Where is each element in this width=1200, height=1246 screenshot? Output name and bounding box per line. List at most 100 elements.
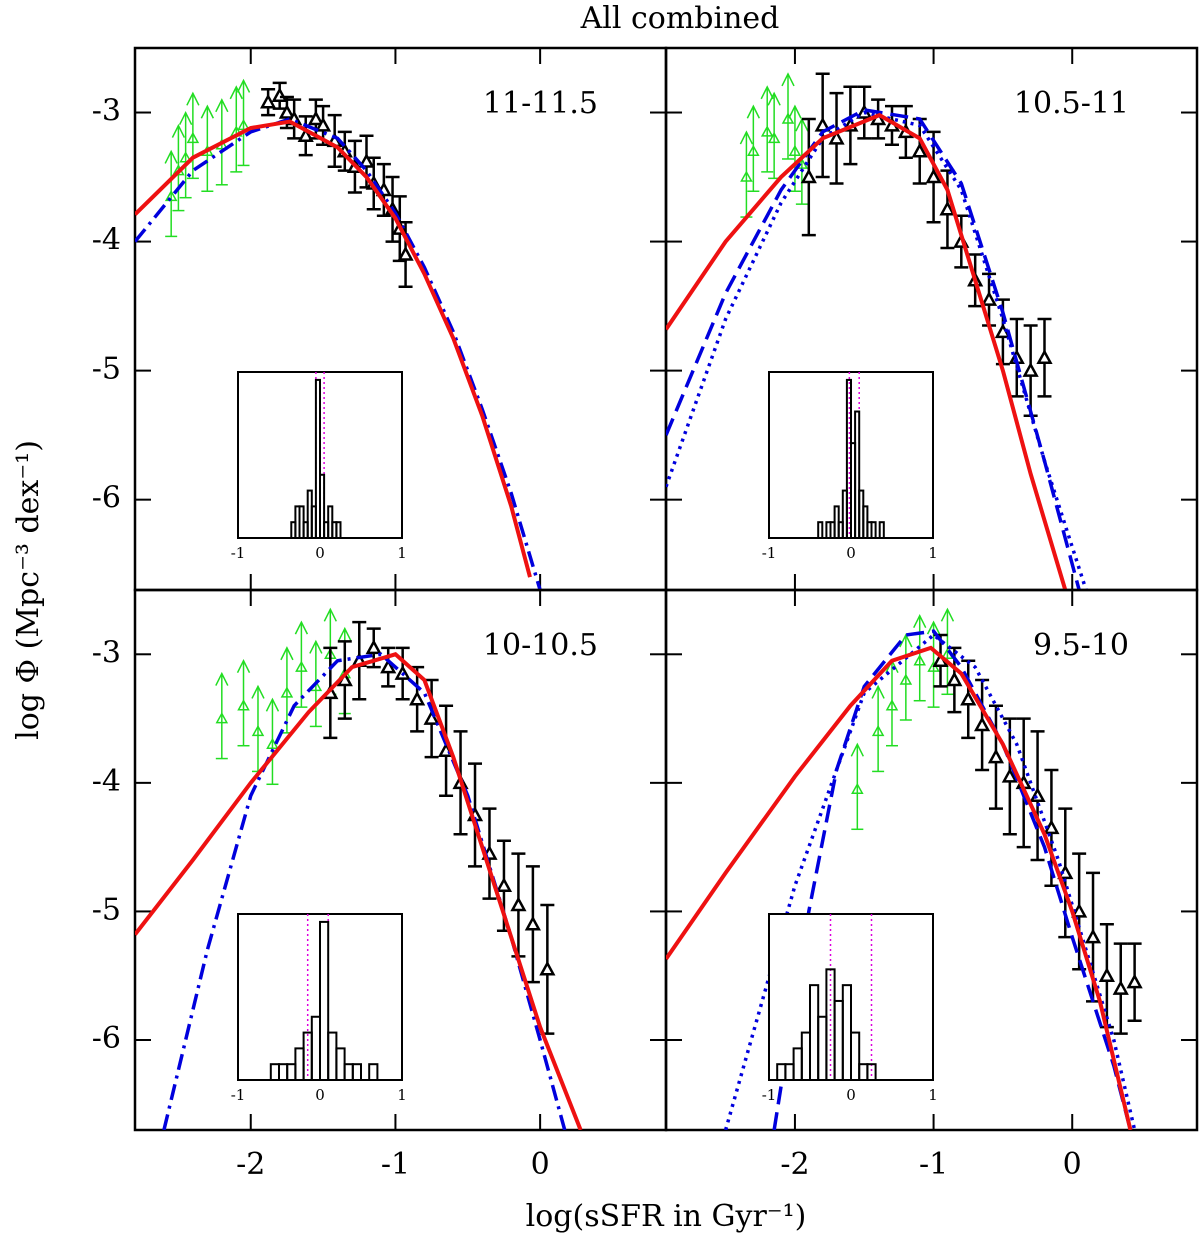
y-tick-label: -4 [92, 764, 121, 799]
data-point [1084, 928, 1102, 944]
lower-limit-head [871, 684, 885, 699]
lower-limit-head [746, 104, 761, 119]
histogram-bar [335, 521, 342, 540]
lower-limit-marker [186, 131, 200, 144]
histogram-bar [850, 1031, 861, 1081]
plot-area [135, 78, 542, 590]
lower-limit-head [926, 620, 941, 635]
y-tick-label: -5 [92, 892, 121, 927]
inset-x-tick-label: 1 [928, 544, 938, 562]
data-point [314, 116, 332, 132]
x-tick-label: -1 [919, 1147, 948, 1182]
lower-limit-head [940, 607, 955, 622]
plot-area [666, 607, 1143, 1130]
panel-label: 9.5-10 [1033, 628, 1129, 663]
histogram-bar [351, 1063, 362, 1081]
model-curve [666, 110, 1088, 590]
lower-limit-marker [266, 737, 279, 750]
lower-limit-head [739, 130, 754, 145]
x-axis-label: log(sSFR in Gyr⁻¹) [526, 1199, 807, 1234]
data-point [1022, 362, 1039, 377]
panel-frame [664, 588, 1199, 1132]
plot-area [666, 72, 1088, 590]
data-point [925, 168, 942, 184]
lower-limit-head [215, 671, 229, 686]
data-point [365, 639, 382, 655]
x-tick-label: -2 [236, 1147, 265, 1182]
lower-limit-marker [760, 125, 774, 137]
lower-limit-head [215, 98, 229, 113]
model-curve [772, 629, 1133, 1130]
data-point [828, 129, 845, 145]
histogram-bar [854, 410, 861, 539]
data-point [1126, 973, 1143, 989]
model-curve [666, 645, 1133, 1130]
data-point [510, 896, 527, 912]
lower-limit-head [236, 659, 251, 674]
histogram-bar [817, 521, 824, 540]
lower-limit-marker [767, 131, 781, 144]
data-point [297, 127, 314, 143]
data-point [987, 748, 1005, 764]
data-point [358, 152, 375, 168]
data-point [495, 877, 513, 892]
panel-label: 10.5-11 [1014, 86, 1129, 121]
data-point [800, 168, 817, 184]
lower-limit-marker [237, 118, 250, 131]
data-point [307, 110, 324, 126]
data-point [1001, 767, 1018, 783]
plot-area [135, 607, 583, 1130]
inset-x-tick-label: 1 [397, 544, 407, 562]
lower-limit-marker [913, 654, 926, 666]
lower-limit-head [186, 91, 200, 106]
lower-limit-head [899, 633, 913, 648]
data-point [1071, 902, 1088, 918]
histogram-bar [870, 521, 877, 540]
data-point [423, 709, 440, 725]
histogram-bar [314, 378, 321, 539]
data-point [946, 671, 963, 687]
lower-limit-head [200, 104, 215, 119]
lower-limit-marker [280, 686, 294, 698]
data-point [278, 103, 296, 119]
lower-limit-head [171, 123, 186, 138]
histogram-bar [878, 521, 885, 540]
data-point [980, 291, 998, 306]
data-point [973, 716, 991, 732]
inset-x-tick-label: -1 [762, 1086, 777, 1104]
lower-limit-head [280, 646, 294, 661]
data-point [1036, 349, 1053, 364]
lower-limit-marker [237, 699, 250, 711]
histogram-bar [319, 920, 330, 1082]
inset-x-tick-label: 1 [397, 1086, 407, 1104]
data-point [1029, 787, 1046, 802]
lower-limit-head [236, 78, 251, 93]
model-curve [666, 108, 1081, 590]
lower-limit-head [850, 742, 864, 757]
lower-limit-marker [164, 189, 178, 202]
data-point [271, 87, 288, 102]
lower-limit-marker [179, 151, 192, 163]
lower-limit-head [913, 614, 927, 629]
lower-limit-head [265, 697, 280, 712]
lower-limit-head [178, 111, 193, 126]
lower-limit-marker [251, 724, 265, 737]
inset-x-tick-label: -1 [762, 544, 777, 562]
data-point [939, 200, 956, 216]
lower-limit-head [788, 104, 802, 119]
inset-x-tick-label: 0 [846, 1086, 856, 1104]
model-curve [135, 117, 542, 590]
lower-limit-marker [740, 170, 753, 182]
inset-x-tick-label: -1 [231, 544, 246, 562]
lower-limit-marker [885, 699, 899, 711]
model-curve [135, 652, 583, 1130]
y-tick-label: -3 [92, 94, 121, 129]
data-point [1098, 967, 1115, 982]
lower-limit-marker [851, 782, 864, 795]
y-axis-label: log Φ (Mpc⁻³ dex⁻¹) [11, 440, 46, 740]
x-tick-label: -2 [780, 1147, 809, 1182]
data-point [380, 658, 397, 674]
inset-x-tick-label: -1 [231, 1086, 246, 1104]
lower-limit-head [323, 607, 337, 622]
data-point [524, 915, 541, 931]
